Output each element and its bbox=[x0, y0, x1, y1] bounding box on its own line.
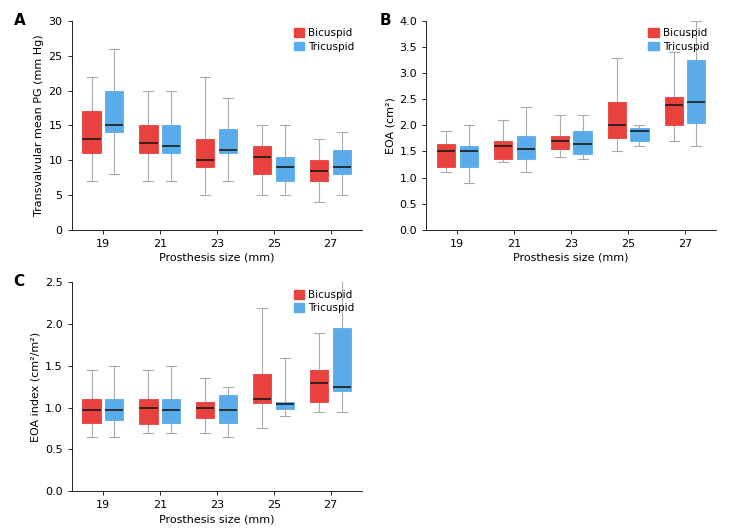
Bar bbox=[437, 144, 455, 167]
Bar bbox=[494, 141, 512, 159]
Bar bbox=[196, 402, 214, 418]
Y-axis label: EOA (cm²): EOA (cm²) bbox=[385, 97, 395, 154]
Bar bbox=[196, 139, 214, 167]
Bar bbox=[276, 402, 294, 409]
Text: C: C bbox=[14, 274, 25, 289]
Y-axis label: EOA index (cm²/m²): EOA index (cm²/m²) bbox=[31, 332, 41, 442]
Bar bbox=[276, 157, 294, 181]
Legend: Bicuspid, Tricuspid: Bicuspid, Tricuspid bbox=[292, 288, 357, 315]
Bar bbox=[106, 91, 124, 133]
Bar bbox=[630, 128, 648, 141]
Bar bbox=[687, 60, 706, 123]
Bar bbox=[310, 370, 328, 402]
Bar bbox=[664, 97, 682, 125]
Bar bbox=[310, 160, 328, 181]
Bar bbox=[106, 399, 124, 420]
Bar bbox=[574, 130, 592, 154]
Bar bbox=[82, 111, 100, 153]
Bar bbox=[253, 374, 271, 403]
Bar bbox=[516, 136, 535, 159]
Bar bbox=[82, 399, 100, 422]
Bar bbox=[219, 395, 238, 422]
Bar bbox=[162, 126, 180, 153]
Text: A: A bbox=[14, 13, 26, 28]
Bar bbox=[333, 328, 351, 391]
Bar bbox=[460, 146, 478, 167]
Bar bbox=[139, 399, 158, 425]
Bar bbox=[333, 150, 351, 174]
Y-axis label: Transvalvular mean PG (mm Hg): Transvalvular mean PG (mm Hg) bbox=[35, 35, 44, 216]
X-axis label: Prosthesis size (mm): Prosthesis size (mm) bbox=[159, 253, 274, 263]
Bar bbox=[550, 136, 569, 149]
Legend: Bicuspid, Tricuspid: Bicuspid, Tricuspid bbox=[646, 26, 711, 54]
Legend: Bicuspid, Tricuspid: Bicuspid, Tricuspid bbox=[292, 26, 357, 54]
Bar bbox=[253, 146, 271, 174]
Bar bbox=[162, 399, 180, 422]
X-axis label: Prosthesis size (mm): Prosthesis size (mm) bbox=[159, 514, 274, 524]
Text: B: B bbox=[379, 13, 391, 28]
X-axis label: Prosthesis size (mm): Prosthesis size (mm) bbox=[513, 253, 629, 263]
Bar bbox=[219, 129, 238, 153]
Bar bbox=[139, 126, 158, 153]
Bar bbox=[608, 102, 626, 138]
